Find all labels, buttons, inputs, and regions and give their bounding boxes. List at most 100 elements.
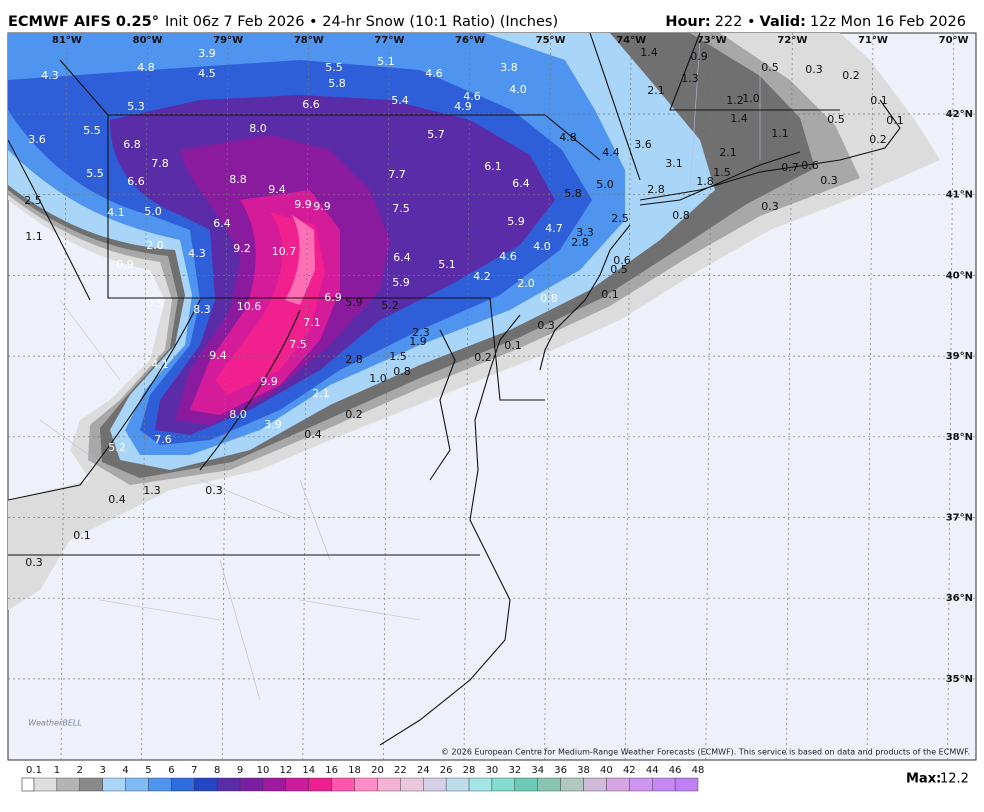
- snow-amount: 1.4: [730, 112, 748, 125]
- latitude-label: 38°N: [946, 432, 973, 443]
- longitude-line: [383, 33, 390, 760]
- snow-amount: 5.1: [438, 258, 456, 271]
- longitude-label: 72°W: [777, 35, 807, 46]
- snow-amount: 1.3: [143, 484, 161, 497]
- colorbar-label: 5: [145, 765, 151, 776]
- snow-amount: 5.9: [345, 296, 363, 309]
- snow-amount: 3.6: [28, 133, 46, 146]
- colorbar-label: 9: [237, 765, 243, 776]
- snow-amount: 4.3: [41, 69, 59, 82]
- longitude-label: 78°W: [294, 35, 324, 46]
- snow-amount: 0.2: [474, 351, 492, 364]
- colorbar-swatch: [56, 777, 80, 792]
- snow-amount: 1.2: [726, 94, 744, 107]
- colorbar-label: 12: [279, 765, 292, 776]
- longitude-line: [221, 33, 229, 760]
- snow-amount: 0.8: [393, 365, 411, 378]
- colorbar-swatch: [79, 777, 103, 792]
- colorbar-label: 42: [623, 765, 636, 776]
- snow-amount: 7.1: [303, 316, 321, 329]
- snow-amount: 6.4: [393, 251, 411, 264]
- snow-amount: 9.9: [313, 200, 331, 213]
- longitude-line: [60, 33, 68, 760]
- colorbar-label: 46: [669, 765, 682, 776]
- snow-amount: 5.9: [507, 215, 525, 228]
- snow-amount: 4.6: [425, 67, 443, 80]
- snow-amount: 2.8: [571, 236, 589, 249]
- snow-amount: 5.3: [127, 100, 145, 113]
- snow-amount: 7.5: [289, 338, 307, 351]
- header-left: ECMWF AIFS 0.25° Init 06z 7 Feb 2026 • 24…: [8, 14, 558, 30]
- snow-amount: 8.8: [229, 173, 247, 186]
- snow-amount: 2.5: [24, 194, 42, 207]
- valid-label: Valid:: [760, 14, 806, 30]
- latitude-label: 42°N: [946, 109, 973, 120]
- copyright: © 2026 European Centre for Medium-Range …: [441, 748, 970, 757]
- snow-amount: 6.6: [302, 98, 320, 111]
- snow-amount: 5.0: [144, 205, 162, 218]
- snow-amount: 0.3: [537, 319, 555, 332]
- colorbar: 0.1 1 2 3 4 5 6 7 8 9 10 12 14 16 18 20 22 24 26 28 30 32 34 36…: [21, 765, 705, 792]
- colorbar-label: 24: [417, 765, 430, 776]
- colorbar-label: 48: [692, 765, 705, 776]
- snow-amount: 7.6: [154, 433, 172, 446]
- snow-amount: 3.9: [264, 418, 282, 431]
- snow-shading: [8, 33, 940, 610]
- colorbar-label: 22: [394, 765, 407, 776]
- snow-amount: 0.1: [601, 288, 619, 301]
- snow-amount: 7.5: [392, 202, 410, 215]
- longitude-line: [302, 33, 310, 760]
- colorbar-label: 40: [600, 765, 613, 776]
- valid: 12z Mon 16 Feb 2026: [810, 14, 966, 30]
- snow-amount: 0.5: [827, 113, 845, 126]
- snow-amount: 0.5: [146, 297, 164, 310]
- snow-amount: 4.8: [559, 131, 577, 144]
- latitude-label: 35°N: [946, 674, 973, 685]
- colorbar-label: 7: [191, 765, 197, 776]
- snow-amount: 0.3: [805, 63, 823, 76]
- snow-amount: 4.9: [454, 100, 472, 113]
- snow-amount: 6.4: [512, 177, 530, 190]
- colorbar-swatch: [423, 777, 447, 792]
- snow-amount: 0.4: [108, 493, 126, 506]
- snow-amount: 6.6: [127, 175, 145, 188]
- longitude-line: [705, 33, 713, 760]
- colorbar-swatch: [583, 777, 607, 792]
- snow-amount: 0.1: [886, 114, 904, 127]
- colorbar-label: 4: [122, 765, 128, 776]
- colorbar-swatch: [171, 777, 195, 792]
- snow-amount: 2.1: [647, 84, 665, 97]
- snow-amount: 5.5: [325, 61, 343, 74]
- snow-amount: 9.2: [233, 242, 251, 255]
- snow-amount: 0.1: [73, 529, 91, 542]
- snow-amount: 0.2: [345, 408, 363, 421]
- max-label: Max:: [906, 772, 941, 787]
- colorbar-label: 14: [302, 765, 315, 776]
- longitude-line: [624, 33, 632, 760]
- snow-amount: 5.8: [564, 187, 582, 200]
- longitude-line: [786, 33, 793, 760]
- snow-amount: 2.3: [412, 326, 430, 339]
- snow-amount: 5.1: [377, 55, 395, 68]
- snow-amount: 1.4: [640, 46, 658, 59]
- snow-amount: 1.5: [713, 166, 731, 179]
- longitude-label: 70°W: [939, 35, 969, 46]
- graticule: [8, 33, 976, 760]
- latitude-label: 39°N: [946, 351, 973, 362]
- longitude-line: [947, 33, 954, 760]
- snow-amount: 5.5: [86, 167, 104, 180]
- snow-amount: 4.7: [545, 222, 563, 235]
- colorbar-label: 36: [554, 765, 567, 776]
- snow-amount: 4.6: [499, 250, 517, 263]
- snow-amount: 3.8: [500, 61, 518, 74]
- colorbar-swatch: [239, 777, 264, 792]
- snow-amount: 10.6: [237, 300, 262, 313]
- snow-amount: 1.0: [369, 372, 387, 385]
- colorbar-swatch: [400, 777, 424, 792]
- snow-amount: 0.5: [761, 61, 779, 74]
- colorbar-label: 32: [508, 765, 521, 776]
- logo: WeatherBELL: [28, 719, 82, 728]
- state-borders: [8, 33, 840, 556]
- longitude-line: [866, 33, 874, 760]
